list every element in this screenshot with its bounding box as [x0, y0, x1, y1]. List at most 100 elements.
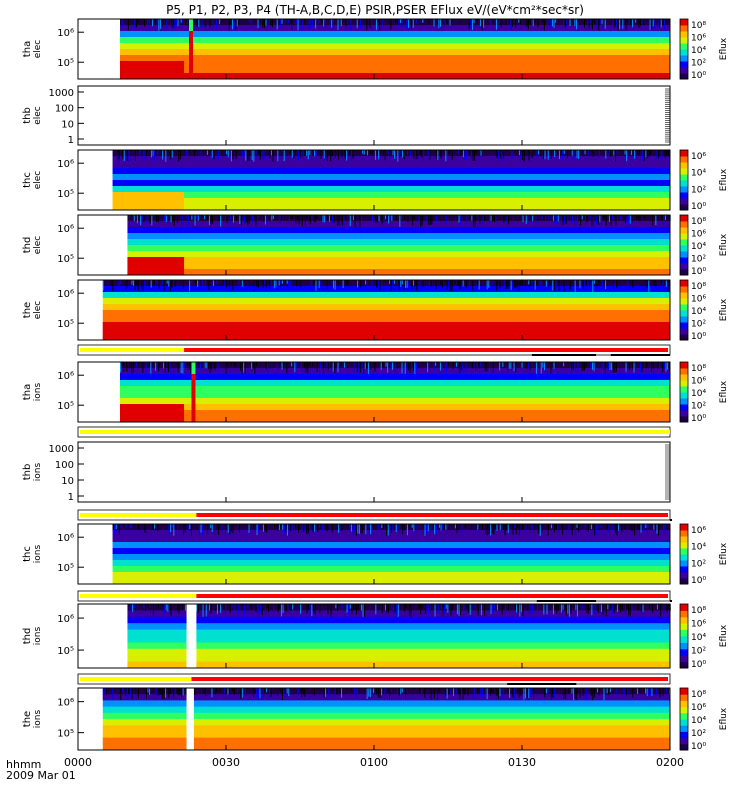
- noise-stripe: [258, 524, 260, 533]
- noise-stripe: [129, 688, 131, 698]
- noise-stripe: [327, 604, 329, 615]
- noise-stripe: [571, 688, 573, 694]
- noise-stripe: [279, 215, 281, 226]
- colorbar-segment: [680, 328, 688, 335]
- noise-stripe: [236, 19, 238, 27]
- noise-stripe: [541, 215, 543, 219]
- noise-stripe: [604, 19, 606, 29]
- noise-stripe: [198, 280, 200, 288]
- noise-stripe: [223, 604, 225, 609]
- noise-stripe: [563, 688, 565, 699]
- noise-stripe: [552, 688, 554, 698]
- noise-stripe: [648, 604, 650, 609]
- noise-stripe: [317, 524, 319, 532]
- noise-stripe: [194, 215, 196, 226]
- noise-stripe: [325, 524, 327, 531]
- noise-stripe: [448, 280, 450, 289]
- colorbar-segment: [680, 655, 688, 663]
- noise-stripe: [605, 280, 607, 289]
- noise-stripe: [280, 280, 282, 285]
- noise-stripe: [429, 150, 431, 161]
- colorbar-segment: [680, 398, 688, 405]
- colorbar-segment: [680, 192, 688, 199]
- noise-stripe: [528, 688, 530, 699]
- noise-stripe: [507, 280, 509, 289]
- noise-stripe: [368, 524, 370, 529]
- noise-stripe: [216, 604, 218, 614]
- noise-stripe: [164, 215, 166, 222]
- noise-stripe: [270, 19, 272, 26]
- noise-stripe: [384, 215, 386, 220]
- spectrogram-band: [102, 700, 670, 708]
- noise-stripe: [467, 688, 469, 696]
- noise-stripe: [645, 280, 647, 284]
- noise-stripe: [659, 19, 661, 28]
- noise-stripe: [560, 604, 562, 613]
- colorbar-segment: [680, 688, 688, 695]
- spectrogram-band: [119, 37, 670, 44]
- noise-stripe: [446, 280, 448, 290]
- noise-stripe: [486, 524, 488, 536]
- noise-stripe: [565, 215, 567, 224]
- data-gap: [78, 19, 120, 79]
- noise-stripe: [250, 604, 252, 610]
- noise-stripe: [323, 150, 325, 159]
- noise-stripe: [369, 688, 371, 698]
- noise-stripe: [307, 362, 309, 374]
- noise-stripe: [202, 524, 204, 536]
- noise-stripe: [131, 688, 133, 700]
- noise-stripe: [547, 19, 549, 31]
- noise-stripe: [319, 604, 321, 613]
- noise-stripe: [391, 215, 393, 221]
- noise-stripe: [311, 215, 313, 220]
- noise-stripe: [629, 604, 631, 617]
- noise-stripe: [469, 280, 471, 292]
- noise-stripe: [626, 150, 628, 162]
- noise-stripe: [509, 524, 511, 529]
- noise-stripe: [616, 280, 618, 289]
- noise-stripe: [456, 688, 458, 694]
- noise-stripe: [128, 215, 130, 227]
- noise-stripe: [259, 688, 261, 699]
- noise-stripe: [413, 524, 415, 532]
- noise-stripe: [660, 604, 662, 617]
- noise-stripe: [656, 604, 658, 610]
- noise-stripe: [141, 280, 143, 290]
- noise-stripe: [371, 19, 373, 30]
- noise-stripe: [138, 524, 140, 530]
- colorbar-segment: [680, 156, 688, 163]
- noise-stripe: [484, 362, 486, 371]
- noise-stripe: [629, 280, 631, 289]
- noise-stripe: [256, 604, 258, 615]
- noise-stripe: [273, 280, 275, 289]
- noise-stripe: [178, 150, 180, 162]
- noise-stripe: [136, 215, 138, 224]
- noise-stripe: [379, 150, 381, 155]
- noise-stripe: [517, 280, 519, 286]
- noise-stripe: [648, 688, 650, 697]
- spectrogram-band: [102, 286, 670, 293]
- noise-stripe: [457, 688, 459, 694]
- colorbar-tick-label: 10⁰: [691, 202, 706, 212]
- noise-stripe: [297, 688, 299, 693]
- spectrogram-band: [119, 67, 670, 74]
- noise-stripe: [119, 362, 121, 373]
- ytick-label: 10⁶: [57, 159, 74, 170]
- panel-frame: [77, 85, 671, 146]
- noise-stripe: [668, 604, 670, 609]
- noise-stripe: [263, 215, 265, 223]
- noise-stripe: [362, 604, 364, 617]
- noise-stripe: [275, 280, 277, 287]
- spectrogram-band: [127, 221, 671, 228]
- noise-stripe: [665, 19, 667, 25]
- time-axis: hhmm 2009 Mar 01 0000 0030 0100 0130 0200: [6, 756, 684, 782]
- noise-stripe: [641, 19, 643, 24]
- colorbar-segment: [680, 43, 688, 50]
- noise-stripe: [534, 19, 536, 23]
- noise-stripe: [205, 215, 207, 220]
- noise-stripe: [592, 688, 594, 701]
- noise-stripe: [542, 150, 544, 159]
- noise-stripe: [473, 688, 475, 699]
- spectrogram-band: [119, 416, 670, 423]
